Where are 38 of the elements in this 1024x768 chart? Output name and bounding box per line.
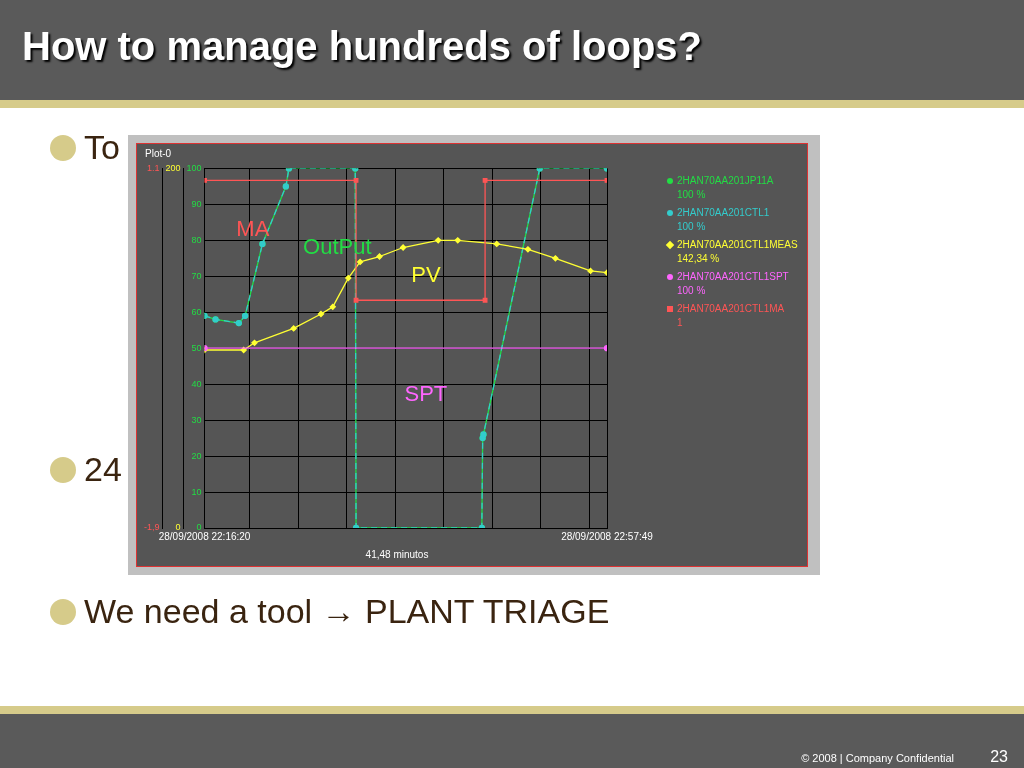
legend-label: 2HAN70AA201CTL1MEAS (677, 239, 798, 250)
text: 23 (990, 748, 1008, 766)
y-tick-label: 30 (191, 414, 202, 425)
x-tick-label: 28/09/2008 22:57:49 (561, 530, 654, 542)
legend-label: 2HAN70AA201CTL1SPT (677, 271, 789, 282)
legend-label: 2HAN70AA201CTL1MA (677, 303, 785, 314)
y-tick-label: 60 (191, 306, 202, 317)
chart-subtitle: Plot-0 (145, 148, 172, 159)
x-axis-title: 41,48 minutos (364, 549, 430, 560)
text: 100 % (676, 188, 707, 202)
y-tick-label: 100 (186, 162, 202, 173)
y-tick-label: 70 (191, 270, 202, 281)
y-tick-label: 50 (191, 342, 202, 353)
annotation: SPT (404, 381, 448, 407)
legend-label: 2HAN70AA201JP11A (677, 175, 774, 186)
text: To (83, 128, 120, 167)
y3-tick-label: 1.1 (146, 162, 160, 173)
x-tick-label: 28/09/2008 22:16:20 (158, 530, 251, 542)
y-tick-label: 90 (191, 198, 202, 209)
y-tick-label: 0 (196, 522, 202, 533)
text: © 2008 | Company Confidential (801, 752, 954, 764)
y2-tick-label: 200 (165, 162, 181, 173)
y-tick-label: 10 (191, 486, 202, 497)
text: We need a tool → PLANT TRIAGE (83, 592, 610, 631)
y3-tick-label: -1,9 (143, 522, 160, 533)
y2-tick-label: 0 (175, 522, 181, 533)
legend-label: 2HAN70AA201CTL1 (677, 207, 770, 218)
y-tick-label: 40 (191, 378, 202, 389)
annotation: PV (411, 262, 441, 288)
text: 1 (676, 316, 684, 330)
chart-title: How to manage hundreds of loops? (21, 23, 703, 70)
y-tick-label: 80 (191, 234, 202, 245)
text: 142,34 % (676, 252, 721, 266)
text: 100 % (676, 284, 707, 298)
annotation: MA (236, 215, 270, 241)
text: 100 % (676, 220, 707, 234)
y-tick-label: 20 (191, 450, 202, 461)
text: 24 (83, 450, 122, 489)
